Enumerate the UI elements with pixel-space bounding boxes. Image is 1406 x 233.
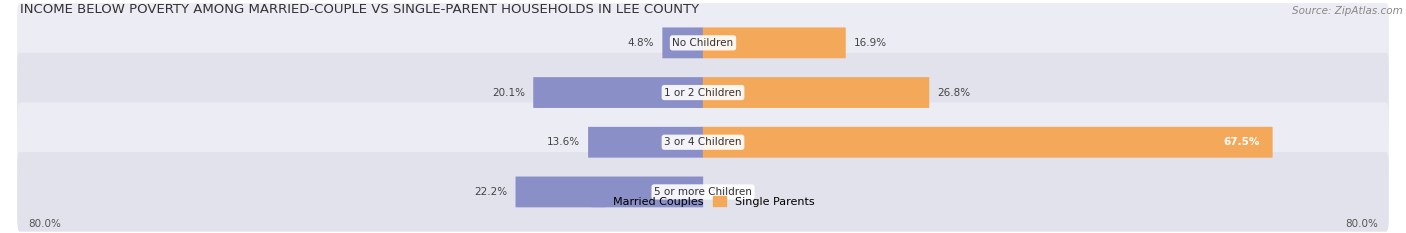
Text: 80.0%: 80.0% [1346, 219, 1378, 229]
FancyBboxPatch shape [703, 77, 929, 108]
FancyBboxPatch shape [533, 77, 703, 108]
Text: 20.1%: 20.1% [492, 88, 524, 98]
Text: 22.2%: 22.2% [474, 187, 508, 197]
FancyBboxPatch shape [703, 127, 1272, 158]
Text: 0.0%: 0.0% [711, 187, 738, 197]
Text: 67.5%: 67.5% [1223, 137, 1260, 147]
Text: 26.8%: 26.8% [938, 88, 970, 98]
Text: 13.6%: 13.6% [547, 137, 579, 147]
FancyBboxPatch shape [662, 27, 703, 58]
FancyBboxPatch shape [703, 27, 846, 58]
Legend: Married Couples, Single Parents: Married Couples, Single Parents [586, 192, 820, 211]
Text: 5 or more Children: 5 or more Children [654, 187, 752, 197]
Text: 16.9%: 16.9% [853, 38, 887, 48]
FancyBboxPatch shape [17, 3, 1389, 83]
FancyBboxPatch shape [588, 127, 703, 158]
Text: 1 or 2 Children: 1 or 2 Children [664, 88, 742, 98]
FancyBboxPatch shape [17, 103, 1389, 182]
Text: No Children: No Children [672, 38, 734, 48]
Text: 80.0%: 80.0% [28, 219, 60, 229]
FancyBboxPatch shape [17, 53, 1389, 132]
Text: Source: ZipAtlas.com: Source: ZipAtlas.com [1292, 6, 1403, 16]
FancyBboxPatch shape [17, 152, 1389, 232]
Text: INCOME BELOW POVERTY AMONG MARRIED-COUPLE VS SINGLE-PARENT HOUSEHOLDS IN LEE COU: INCOME BELOW POVERTY AMONG MARRIED-COUPL… [20, 3, 699, 16]
FancyBboxPatch shape [516, 177, 703, 207]
Text: 3 or 4 Children: 3 or 4 Children [664, 137, 742, 147]
Text: 4.8%: 4.8% [627, 38, 654, 48]
